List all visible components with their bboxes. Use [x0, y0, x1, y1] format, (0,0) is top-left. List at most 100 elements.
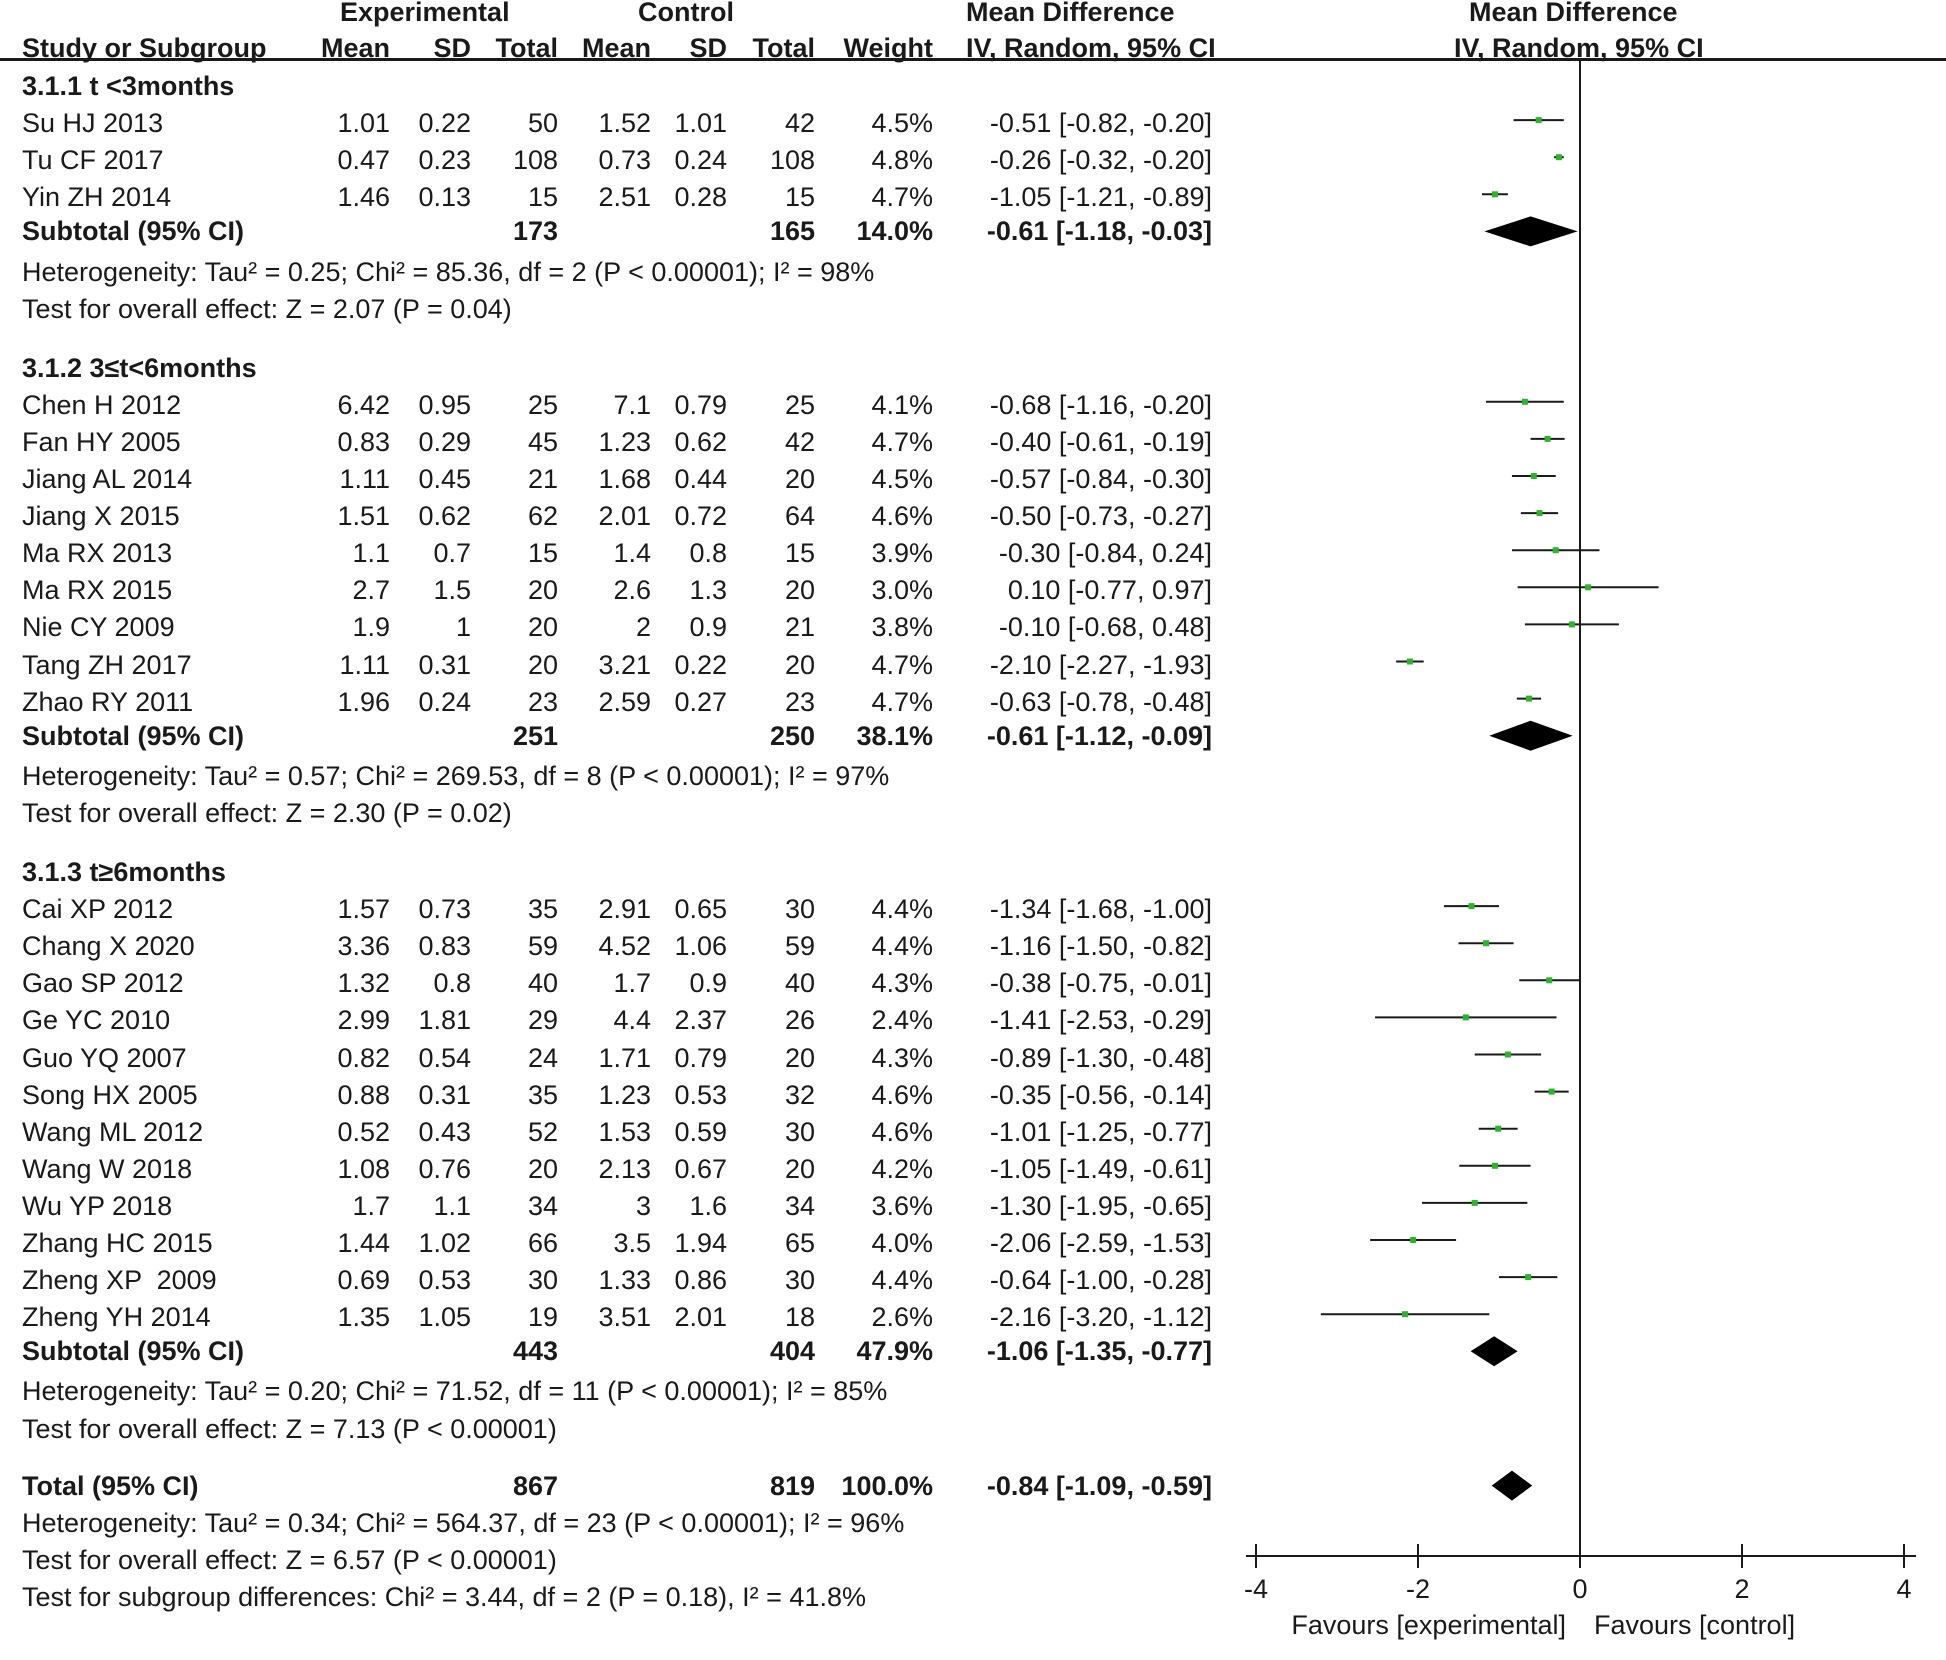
point-estimate [1530, 473, 1537, 479]
e-total: 20 [527, 1153, 558, 1184]
c-sd: 2.01 [674, 1302, 727, 1333]
total-weight: 100.0% [841, 1470, 933, 1501]
e-sd: 0.13 [418, 182, 471, 213]
weight: 3.0% [871, 575, 933, 606]
weight: 4.2% [871, 1153, 933, 1184]
subtotal-label: Subtotal (95% CI) [22, 720, 245, 751]
ci-text: -0.26 [-0.32, -0.20] [989, 145, 1212, 176]
e-mean: 1.32 [337, 968, 390, 999]
x-tick-label: 0 [1572, 1574, 1587, 1604]
study-name: Jiang X 2015 [22, 501, 180, 532]
ci-text: -1.34 [-1.68, -1.00] [989, 894, 1212, 925]
weight: 4.1% [871, 389, 933, 420]
c-total: 65 [784, 1228, 815, 1258]
c-sd: 0.86 [674, 1265, 727, 1296]
subtotal-e-total: 443 [512, 1336, 558, 1367]
weight: 3.8% [871, 612, 933, 643]
subtotal-weight: 14.0% [856, 216, 933, 247]
subgroup-differences-text: Test for subgroup differences: Chi² = 3.… [22, 1581, 866, 1612]
e-mean: 1.46 [337, 182, 390, 213]
e-total: 29 [527, 1005, 558, 1036]
c-mean: 0.73 [598, 145, 651, 176]
ci-text: -1.05 [-1.21, -0.89] [989, 182, 1212, 213]
point-estimate [1521, 398, 1528, 405]
e-total: 45 [527, 426, 558, 457]
c-sd: 1.01 [674, 108, 727, 139]
study-name: Zheng XP 2009 [22, 1265, 217, 1296]
c-sd: 0.9 [689, 612, 727, 643]
e-mean: 1.7 [352, 1190, 390, 1221]
e-mean: 0.83 [337, 426, 390, 457]
pooled-diamond [1491, 1470, 1533, 1501]
c-mean: 1.7 [613, 968, 651, 999]
x-tick-label: -4 [1244, 1574, 1268, 1604]
header-rule [0, 58, 1946, 61]
e-sd: 0.24 [418, 686, 471, 717]
ci-text: -1.30 [-1.95, -0.65] [989, 1190, 1212, 1221]
e-mean: 1.11 [339, 649, 390, 680]
e-mean: 1.51 [337, 501, 390, 532]
c-sd: 0.8 [689, 538, 727, 569]
subtotal-e-total: 173 [512, 216, 558, 247]
c-mean: 3.21 [598, 649, 651, 680]
ci-text: -1.05 [-1.49, -0.61] [989, 1153, 1212, 1184]
heterogeneity-text: Heterogeneity: Tau² = 0.25; Chi² = 85.36… [22, 256, 875, 287]
point-estimate [1462, 1014, 1469, 1021]
c-sd: 0.53 [674, 1079, 727, 1110]
ci-text: -0.38 [-0.75, -0.01] [989, 968, 1212, 999]
point-estimate [1525, 695, 1532, 702]
e-total: 108 [512, 145, 558, 176]
e-sd: 0.31 [418, 649, 471, 680]
c-mean: 3.51 [598, 1302, 651, 1333]
e-total: 19 [527, 1302, 558, 1333]
c-total: 25 [784, 389, 815, 420]
c-sd: 0.79 [674, 389, 727, 420]
point-estimate [1544, 435, 1551, 442]
total-ci-text: -0.84 [-1.09, -0.59] [986, 1470, 1212, 1501]
overall-effect-text: Test for overall effect: Z = 2.07 (P = 0… [22, 293, 512, 324]
overall-effect-text: Test for overall effect: Z = 7.13 (P < 0… [22, 1413, 557, 1444]
study-name: Tang ZH 2017 [22, 649, 192, 680]
x-tick-label: 4 [1896, 1574, 1911, 1604]
subtotal-ci-text: -0.61 [-1.12, -0.09] [986, 720, 1212, 751]
e-sd: 0.73 [418, 894, 471, 925]
e-total: 40 [527, 968, 558, 999]
e-mean: 2.99 [337, 1005, 390, 1036]
c-mean: 3.5 [613, 1228, 651, 1258]
e-total: 30 [527, 1265, 558, 1296]
weight: 4.3% [871, 1042, 933, 1073]
header-mean-difference-plot: Mean Difference [1469, 0, 1678, 27]
e-sd: 0.29 [418, 426, 471, 457]
point-estimate [1536, 510, 1543, 517]
e-sd: 0.31 [418, 1079, 471, 1110]
point-estimate [1525, 1274, 1532, 1281]
e-total: 21 [527, 464, 558, 494]
c-mean: 1.71 [598, 1042, 651, 1073]
ci-text: -2.16 [-3.20, -1.12] [989, 1302, 1212, 1333]
e-mean: 1.57 [337, 894, 390, 925]
c-total: 30 [784, 894, 815, 925]
c-total: 30 [784, 1116, 815, 1147]
weight: 4.6% [871, 1116, 933, 1147]
e-sd: 0.83 [418, 931, 471, 962]
c-total: 64 [784, 501, 815, 532]
subtotal-ci-text: -0.61 [-1.18, -0.03] [986, 216, 1212, 247]
subtotal-label: Subtotal (95% CI) [22, 216, 245, 247]
ci-text: -0.40 [-0.61, -0.19] [989, 426, 1212, 457]
subtotal-weight: 47.9% [856, 1336, 933, 1367]
point-estimate [1410, 1237, 1417, 1243]
ci-text: -0.63 [-0.78, -0.48] [989, 686, 1212, 717]
point-estimate [1555, 154, 1562, 161]
e-sd: 0.43 [418, 1116, 471, 1147]
e-total: 20 [527, 575, 558, 606]
c-mean: 4.4 [613, 1005, 651, 1036]
c-total: 32 [784, 1079, 815, 1110]
c-sd: 1.3 [689, 575, 727, 606]
c-mean: 1.23 [598, 1079, 651, 1110]
c-total: 20 [784, 464, 815, 494]
e-total: 20 [527, 649, 558, 680]
ci-text: -2.10 [-2.27, -1.93] [989, 649, 1212, 680]
subgroup-title: 3.1.2 3≤t<6months [22, 352, 257, 383]
e-mean: 1.01 [337, 108, 390, 139]
